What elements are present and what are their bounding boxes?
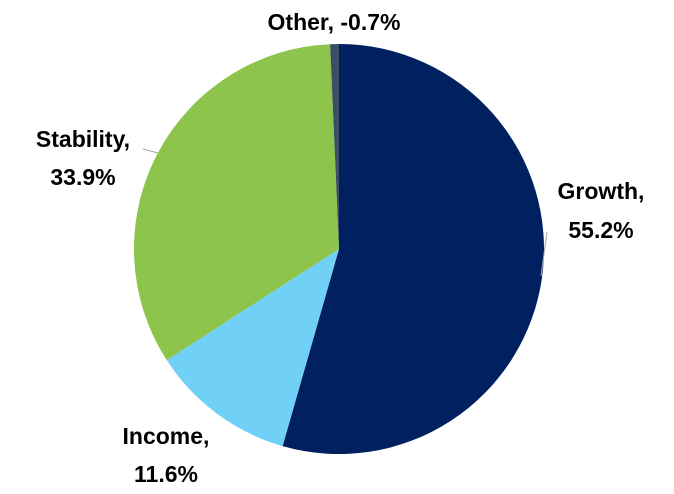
data-label-income-name: Income, <box>123 423 210 449</box>
data-label-growth-name: Growth, <box>558 178 645 204</box>
data-label-stability-name: Stability, <box>36 126 130 152</box>
pie-slice-income <box>166 249 339 447</box>
pie-slice-other <box>330 43 339 250</box>
data-label-growth-value: 55.2% <box>568 217 633 243</box>
pie-slice-stability <box>133 44 339 361</box>
pie-slice-growth <box>282 44 545 454</box>
data-labels: Other, -0.7% Stability, 33.9% Growth, 55… <box>36 9 645 487</box>
data-label-stability-value: 33.9% <box>50 164 115 190</box>
data-label-other: Other, -0.7% <box>268 9 401 35</box>
leader-line-stability <box>142 148 159 154</box>
pie-slices <box>133 43 545 454</box>
leader-line-growth <box>540 231 548 277</box>
leader-lines <box>142 148 548 277</box>
data-label-income-value: 11.6% <box>134 461 198 487</box>
